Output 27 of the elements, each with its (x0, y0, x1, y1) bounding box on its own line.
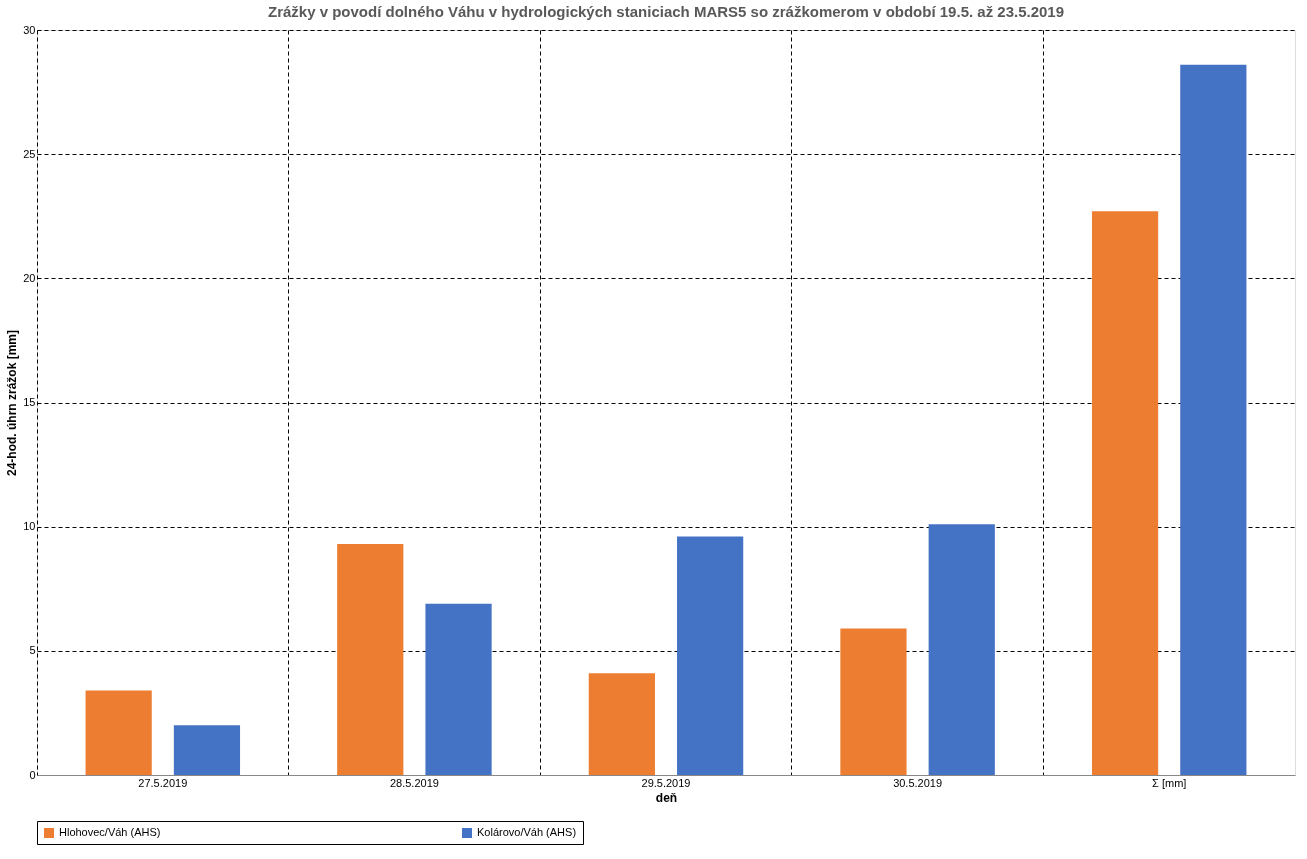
y-tick-label: 15 (23, 396, 36, 408)
bar (85, 690, 152, 775)
y-tick-label: 0 (29, 768, 36, 781)
x-axis-title: deň (655, 790, 678, 805)
bar (928, 524, 995, 775)
y-axis-title: 24-hod. úhrn zrážok [mm] (5, 329, 20, 477)
legend-label: Kolárovo/Váh (AHS) (477, 826, 577, 838)
y-tick-label: 20 (23, 271, 36, 284)
bar (337, 544, 404, 775)
bar (173, 725, 241, 775)
bar (840, 628, 907, 775)
bar (425, 603, 492, 775)
legend-label: Hlohovec/Váh (AHS) (59, 826, 161, 838)
chart-title: Zrážky v povodí dolného Váhu v hydrologických staniciach MARS5 so zrážkomerom v období 19.5. až 23.5.2019 (267, 3, 1065, 20)
y-tick-label: 10 (23, 520, 36, 533)
bar (1091, 211, 1159, 775)
x-tick-label: 30.5.2019 (893, 776, 943, 789)
x-tick-label: 28.5.2019 (389, 776, 439, 789)
bar (1180, 64, 1247, 775)
bar (677, 536, 744, 775)
y-tick-label: 5 (29, 644, 36, 657)
y-tick-label: 30 (23, 23, 36, 36)
bar (588, 673, 655, 775)
x-tick-label: 29.5.2019 (641, 776, 691, 789)
x-tick-label: Σ [mm] (1152, 776, 1187, 789)
y-tick-label: 25 (23, 147, 36, 160)
x-tick-label: 27.5.2019 (138, 776, 188, 789)
